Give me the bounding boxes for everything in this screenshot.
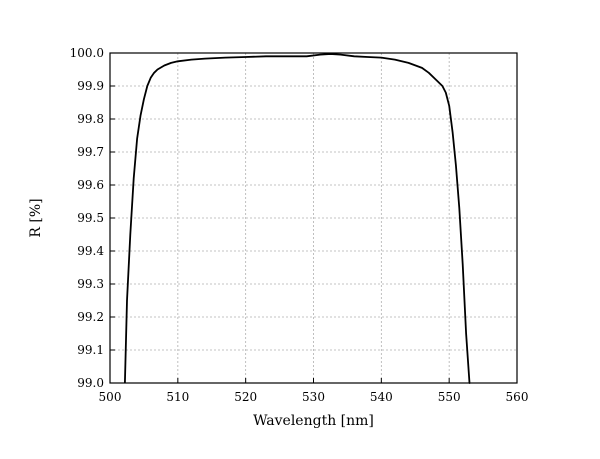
x-tick-label: 530 — [302, 390, 325, 404]
y-tick-label: 99.1 — [77, 343, 104, 357]
y-tick-label: 99.7 — [77, 145, 104, 159]
axis-ticks — [109, 52, 518, 384]
x-tick-label: 510 — [166, 390, 189, 404]
x-axis-title: Wavelength [nm] — [253, 413, 374, 429]
y-tick-label: 100.0 — [70, 46, 104, 60]
x-tick-label: 520 — [234, 390, 257, 404]
x-tick-label: 500 — [99, 390, 122, 404]
y-tick-label: 99.5 — [77, 211, 104, 225]
y-axis-title: R [%] — [28, 198, 44, 237]
grid-lines — [110, 53, 517, 383]
x-tick-labels: 500 510 520 530 540 550 560 — [99, 390, 529, 404]
y-tick-label: 99.6 — [77, 178, 104, 192]
series-layer — [124, 53, 471, 384]
y-tick-label: 99.4 — [77, 244, 104, 258]
y-tick-label: 99.3 — [77, 277, 104, 291]
y-tick-label: 99.9 — [77, 79, 104, 93]
y-tick-label: 99.0 — [77, 376, 104, 390]
x-tick-label: 540 — [370, 390, 393, 404]
x-tick-label: 550 — [438, 390, 461, 404]
reflectance-curve — [124, 53, 471, 384]
y-tick-label: 99.8 — [77, 112, 104, 126]
x-tick-label: 560 — [506, 390, 529, 404]
y-tick-label: 99.2 — [77, 310, 104, 324]
y-tick-labels: 99.0 99.1 99.2 99.3 99.4 99.5 99.6 99.7 99.8 99.9… — [70, 46, 105, 390]
